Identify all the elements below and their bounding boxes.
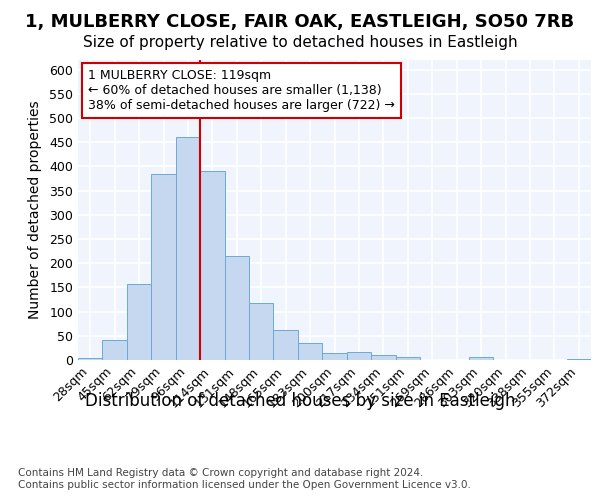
Bar — [249, 303, 274, 360]
Bar — [200, 172, 224, 360]
Text: 1 MULBERRY CLOSE: 119sqm
← 60% of detached houses are smaller (1,138)
38% of sem: 1 MULBERRY CLOSE: 119sqm ← 60% of detach… — [88, 69, 395, 112]
Bar — [347, 352, 371, 360]
Bar — [322, 352, 347, 360]
Text: Size of property relative to detached houses in Eastleigh: Size of property relative to detached ho… — [83, 35, 517, 50]
Bar — [127, 284, 151, 360]
Bar — [298, 343, 322, 360]
Bar — [469, 356, 493, 360]
Bar — [274, 330, 298, 360]
Bar — [395, 357, 420, 360]
Bar — [566, 359, 591, 360]
Text: Contains public sector information licensed under the Open Government Licence v3: Contains public sector information licen… — [18, 480, 471, 490]
Text: Distribution of detached houses by size in Eastleigh: Distribution of detached houses by size … — [85, 392, 515, 410]
Bar — [78, 358, 103, 360]
Bar — [151, 174, 176, 360]
Bar — [103, 340, 127, 360]
Bar — [176, 138, 200, 360]
Text: Contains HM Land Registry data © Crown copyright and database right 2024.: Contains HM Land Registry data © Crown c… — [18, 468, 424, 477]
Bar — [371, 355, 395, 360]
Y-axis label: Number of detached properties: Number of detached properties — [28, 100, 42, 320]
Text: 1, MULBERRY CLOSE, FAIR OAK, EASTLEIGH, SO50 7RB: 1, MULBERRY CLOSE, FAIR OAK, EASTLEIGH, … — [25, 12, 575, 30]
Bar — [224, 256, 249, 360]
